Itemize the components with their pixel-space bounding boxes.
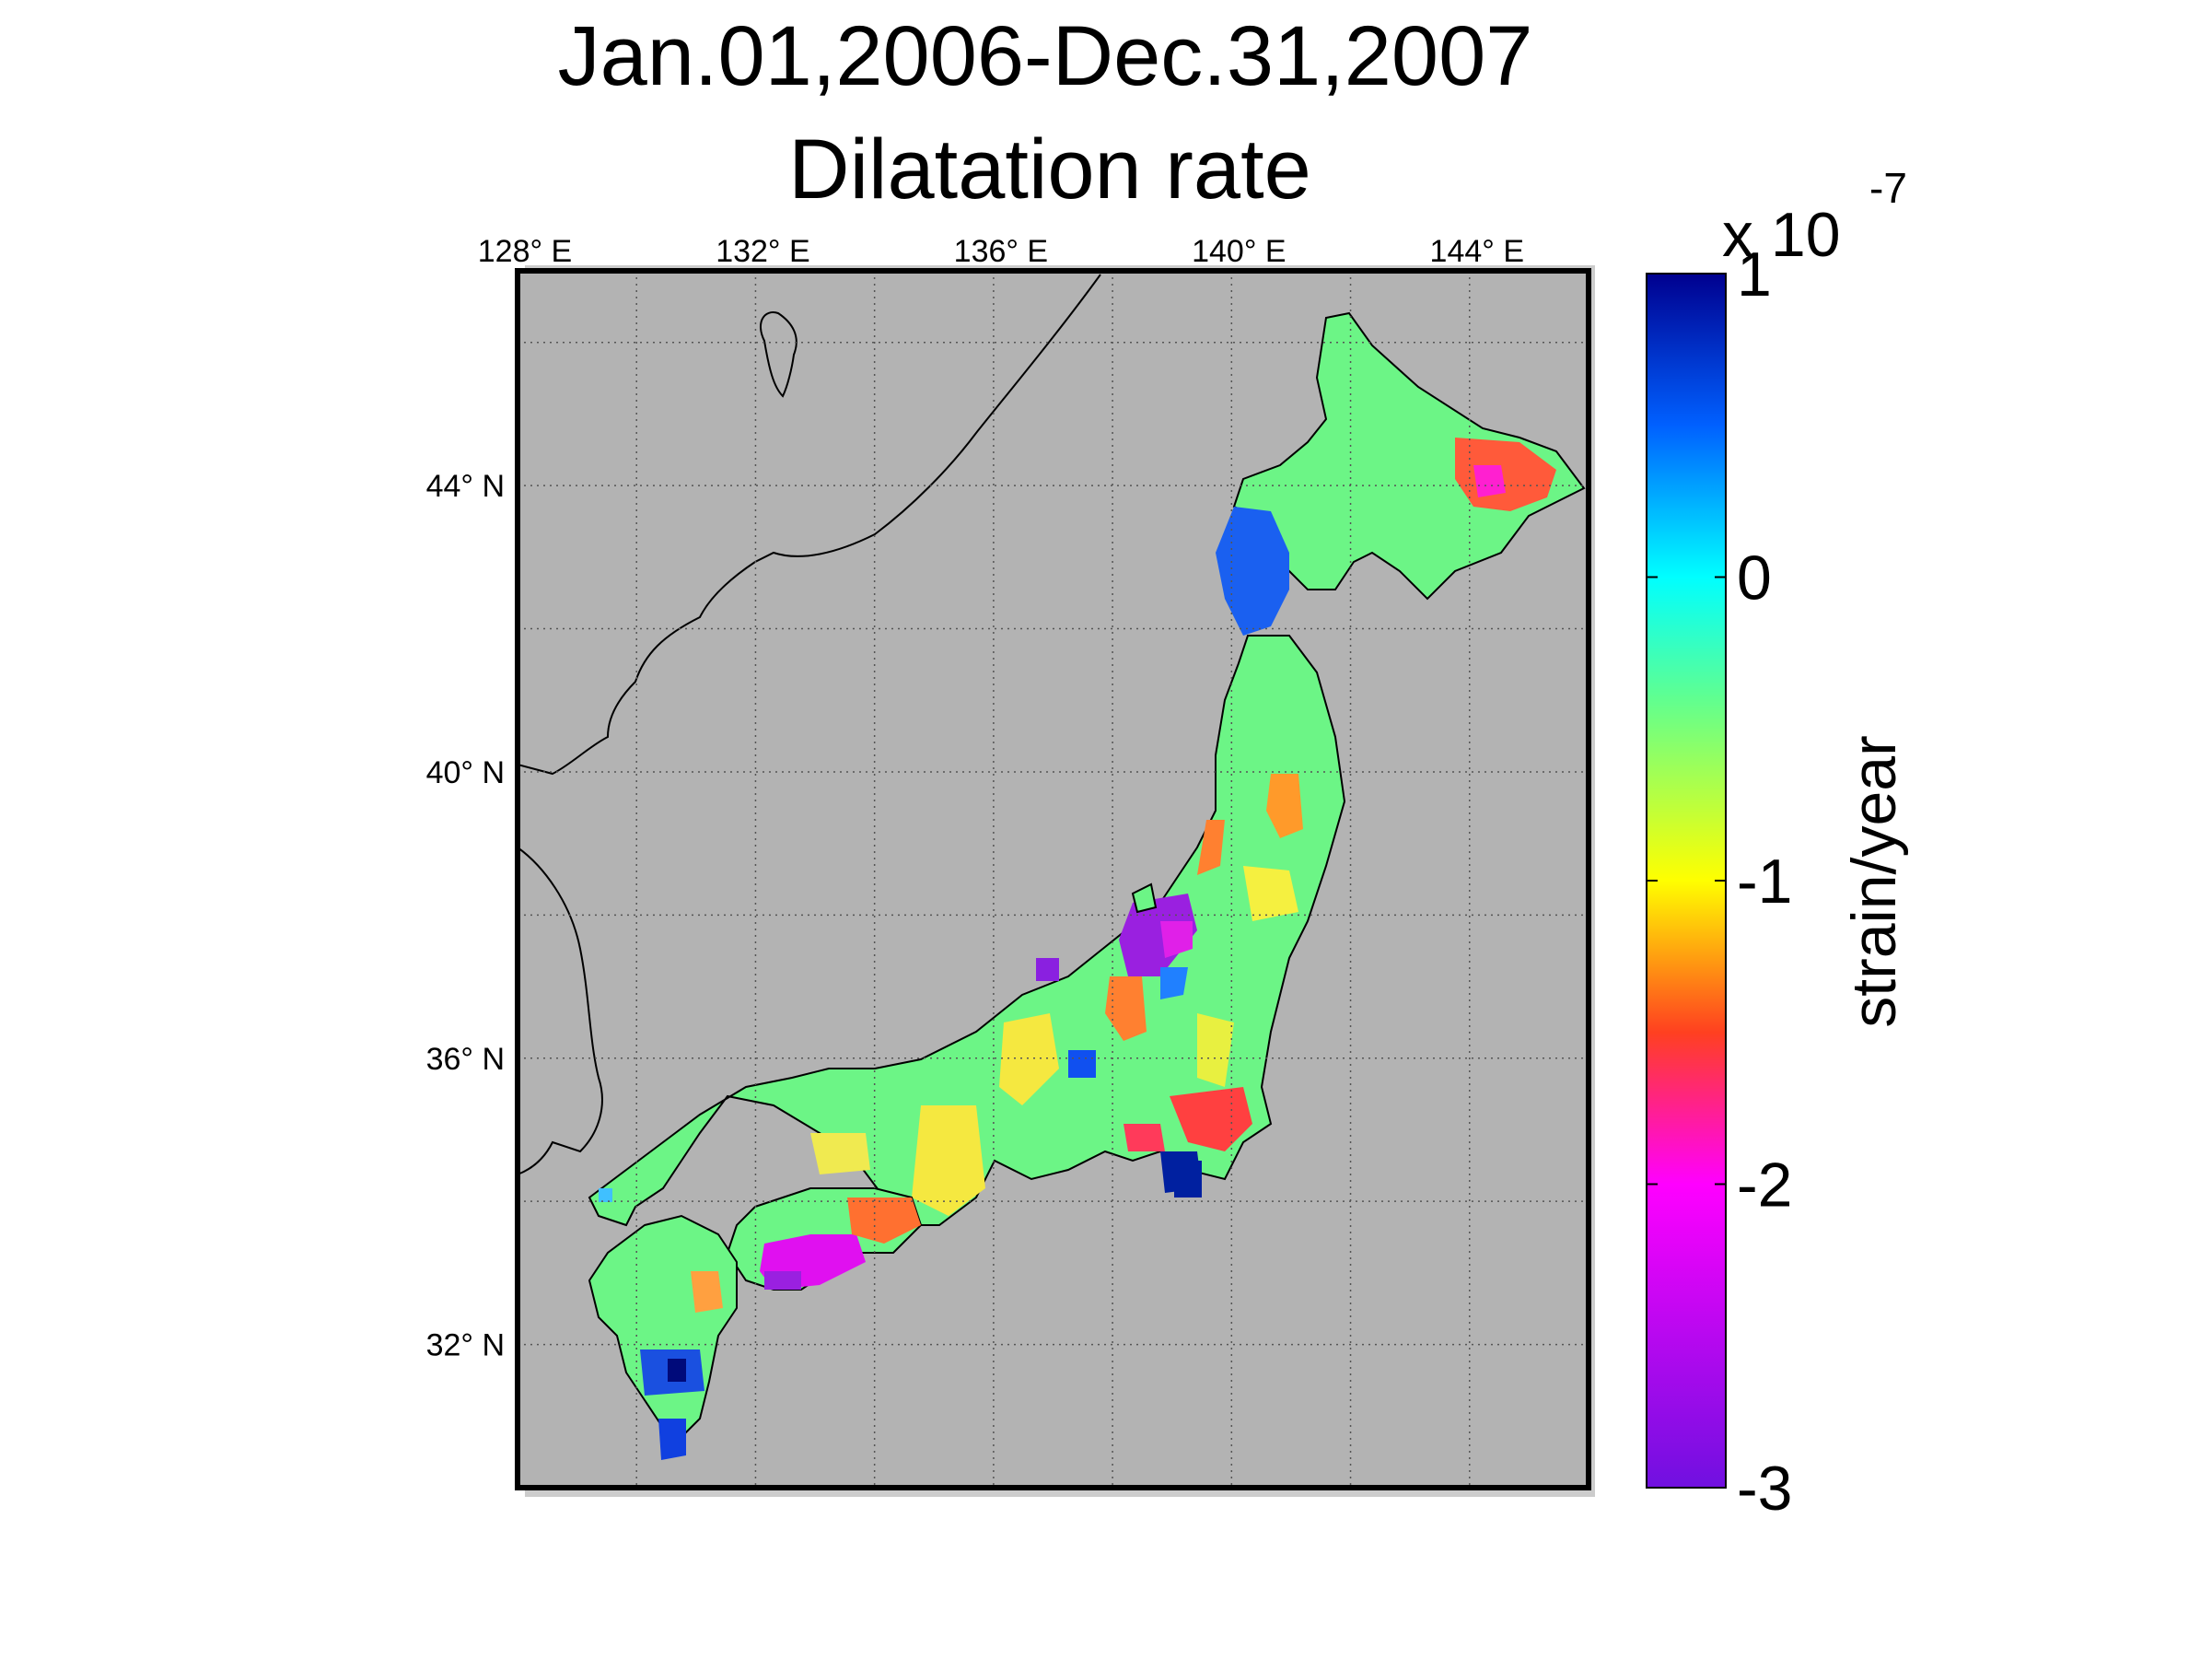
colorbar-gradient <box>1646 273 1727 1489</box>
latitude-tick-labels: 44° N 40° N 36° N 32° N <box>426 469 505 1362</box>
colorbar-exponent-base: x 10 <box>1722 200 1841 270</box>
central-blue-2 <box>1068 1050 1096 1078</box>
latitude-tick-label: 44° N <box>426 469 505 504</box>
honshu-yellow-1 <box>1243 866 1298 921</box>
latitude-tick-label: 40° N <box>426 755 505 790</box>
title-line-2: Dilatation rate <box>788 123 1311 216</box>
longitude-tick-label: 144° E <box>1430 234 1524 269</box>
noto-purple <box>1036 958 1059 981</box>
hokkaido-southwest-blue <box>1216 507 1289 636</box>
longitude-tick-label: 136° E <box>954 234 1048 269</box>
central-yellow <box>999 1013 1059 1105</box>
central-orange <box>1105 976 1147 1041</box>
korea-coastline <box>518 847 603 1175</box>
longitude-tick-label: 132° E <box>716 234 809 269</box>
sakhalin-outline <box>760 311 797 398</box>
hokkaido-land <box>1232 311 1586 601</box>
graticule <box>518 271 1589 1488</box>
latitude-tick-label: 36° N <box>426 1042 505 1077</box>
izu-blue <box>1174 1161 1202 1198</box>
colorbar-tick-label: 0 <box>1737 543 1772 613</box>
map-frame <box>515 268 1591 1490</box>
kinki-yellow <box>912 1105 985 1216</box>
colorbar-tick-label: -2 <box>1737 1151 1792 1221</box>
central-blue-1 <box>1160 967 1188 999</box>
sado-outline <box>1131 882 1158 914</box>
hokkaido-east-magenta <box>1473 465 1506 497</box>
honshu-coast-orange <box>1197 820 1225 875</box>
latitude-tick-label: 32° N <box>426 1328 505 1363</box>
kyushu-islet-blue <box>599 1188 612 1202</box>
colorbar-exponent-power: -7 <box>1869 164 1907 212</box>
colorbar-label: strain/year <box>1839 735 1909 1027</box>
kyushu-tip-blue <box>658 1419 686 1460</box>
colorbar: 1 0 -1 -2 -3 x 10 -7 strain/year <box>1646 164 1909 1524</box>
tokai-red <box>1123 1124 1165 1151</box>
longitude-tick-labels: 128° E 132° E 136° E 140° E 144° E <box>478 234 1524 269</box>
longitude-tick-label: 128° E <box>478 234 572 269</box>
map-panel: 128° E 132° E 136° E 140° E 144° E 44° N 40° … <box>426 234 1595 1497</box>
title-line-1: Jan.01,2006-Dec.31,2007 <box>558 9 1533 103</box>
niigata-magenta <box>1160 921 1193 958</box>
niigata-purple <box>1119 894 1197 976</box>
longitude-tick-label: 140° E <box>1192 234 1286 269</box>
colorbar-ticks: 1 0 -1 -2 -3 <box>1647 240 1792 1524</box>
chugoku-yellow <box>810 1133 870 1174</box>
shikoku-purple <box>764 1271 801 1290</box>
kyushu-orange <box>691 1271 723 1313</box>
central-yellow-2 <box>1197 1013 1234 1087</box>
colorbar-tick-label: -3 <box>1737 1454 1792 1524</box>
honshu-land <box>588 635 1346 1227</box>
colorbar-tick-label: 1 <box>1737 240 1772 310</box>
kyushu-south-darkblue <box>668 1359 686 1382</box>
colorbar-tick-label: -1 <box>1737 847 1792 917</box>
shikoku-south-orange <box>847 1198 921 1244</box>
honshu-north-orange <box>1266 774 1303 838</box>
